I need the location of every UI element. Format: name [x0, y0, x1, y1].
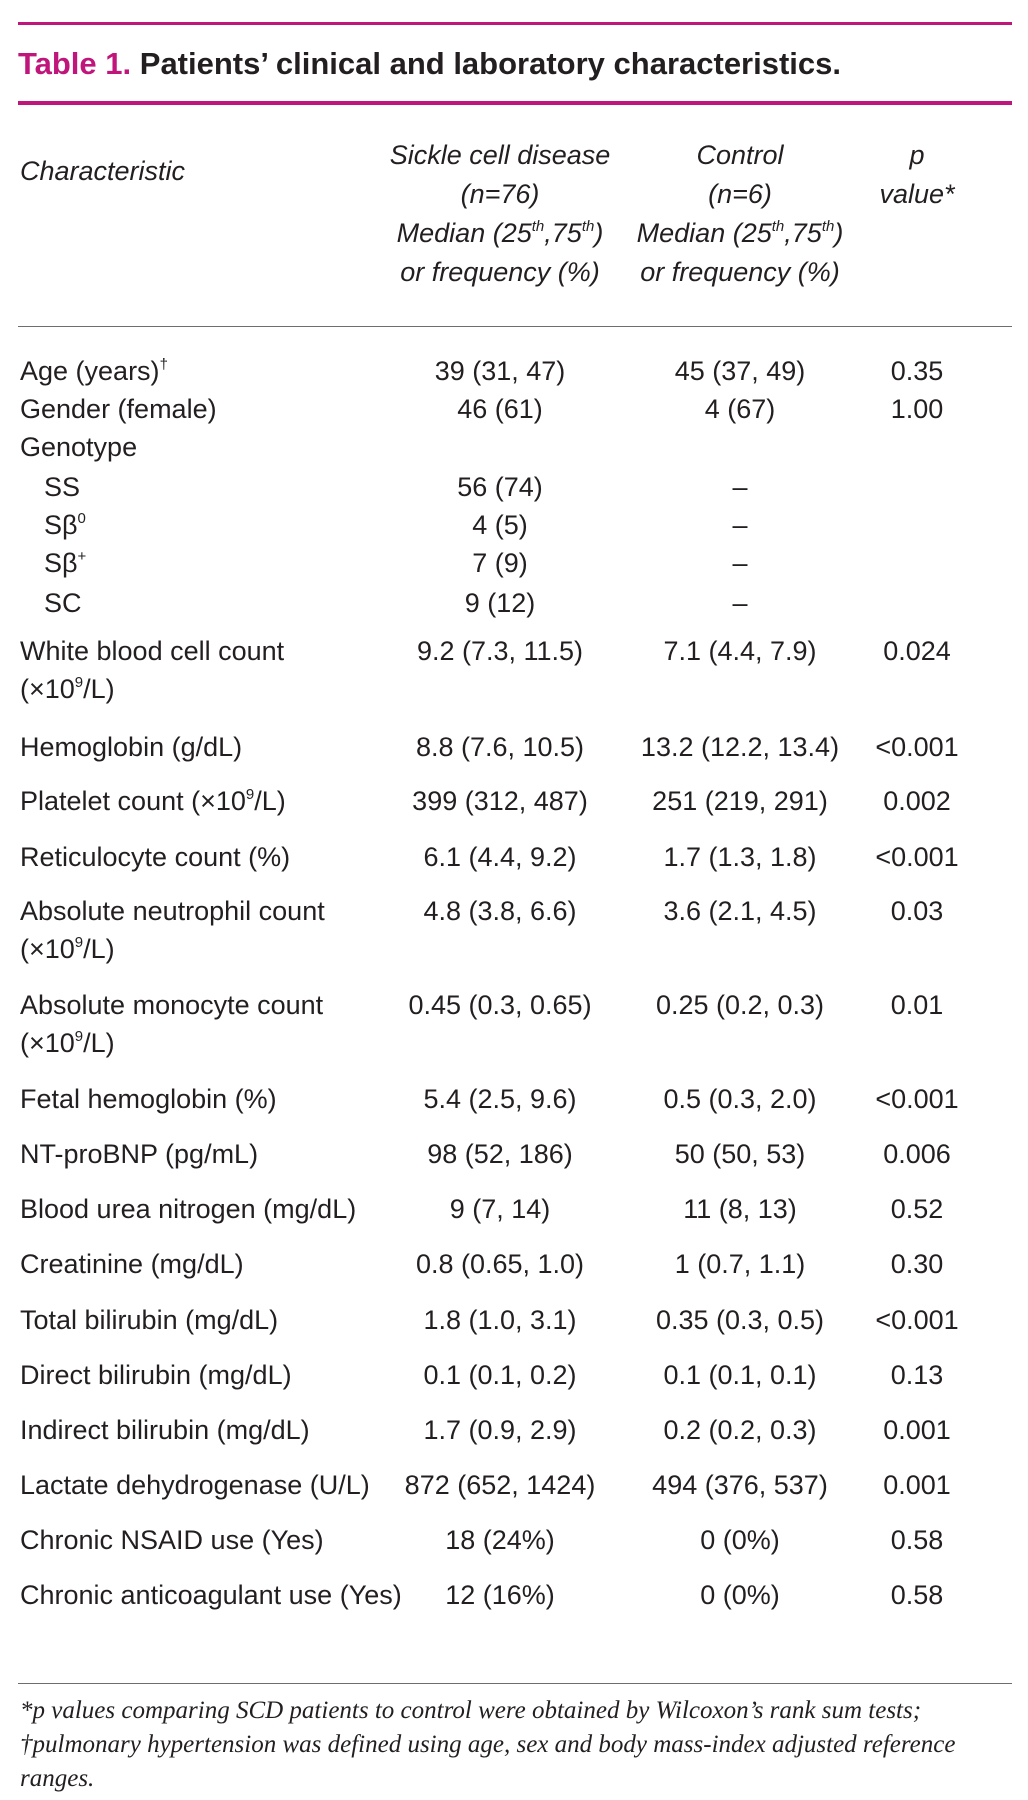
control-value: 0.5 (0.3, 2.0) — [663, 1084, 817, 1114]
control-value: 3.6 (2.1, 4.5) — [663, 896, 817, 926]
p-value: 0.002 — [883, 786, 951, 816]
row-label: Gender (female) — [20, 394, 217, 424]
title-bottom-rule — [18, 101, 1012, 105]
p-value: <0.001 — [875, 1305, 959, 1335]
row-label: Reticulocyte count (%) — [20, 842, 291, 872]
control-value: – — [732, 548, 748, 578]
scd-value: 872 (652, 1424) — [404, 1470, 596, 1500]
row-label: Absolute monocyte count (×109/L) — [20, 990, 324, 1058]
scd-value: 12 (16%) — [445, 1580, 555, 1610]
header-characteristic: Characteristic — [20, 156, 186, 186]
scd-value: 9.2 (7.3, 11.5) — [416, 636, 584, 666]
control-value: 50 (50, 53) — [674, 1139, 806, 1169]
control-value: – — [732, 510, 748, 540]
row-label: SC — [44, 588, 82, 618]
scd-value: 9 (12) — [464, 588, 536, 618]
control-value: 1 (0.7, 1.1) — [674, 1249, 806, 1279]
table-caption: Patients’ clinical and laboratory charac… — [139, 46, 842, 81]
header-control: Control (n=6) Median (25th,75th) or freq… — [612, 136, 868, 292]
row-label: Lactate dehydrogenase (U/L) — [20, 1470, 370, 1500]
row-label: Indirect bilirubin (mg/dL) — [20, 1415, 310, 1445]
row-label: Sβ+ — [44, 548, 87, 578]
row-label: White blood cell count (×109/L) — [20, 636, 285, 704]
p-value: <0.001 — [875, 732, 959, 762]
title-top-rule — [18, 22, 1012, 25]
header-control-median: Median (25th,75th) — [636, 218, 844, 248]
scd-value: 7 (9) — [472, 548, 528, 578]
header-scd-median: Median (25th,75th) — [396, 218, 604, 248]
p-value: 0.006 — [883, 1139, 951, 1169]
p-value: 0.58 — [890, 1580, 944, 1610]
control-value: 251 (219, 291) — [652, 786, 828, 816]
control-value: 494 (376, 537) — [652, 1470, 828, 1500]
row-label: Fetal hemoglobin (%) — [20, 1084, 277, 1114]
scd-value: 4.8 (3.8, 6.6) — [423, 896, 577, 926]
p-value: 0.024 — [883, 636, 951, 666]
scd-value: 8.8 (7.6, 10.5) — [415, 732, 585, 762]
control-value: 0 (0%) — [700, 1525, 780, 1555]
scd-value: 56 (74) — [457, 472, 543, 502]
scd-value: 9 (7, 14) — [449, 1194, 551, 1224]
row-label: Sβ0 — [44, 510, 86, 540]
row-label: Genotype — [20, 432, 138, 462]
row-label: Age (years)† — [20, 356, 168, 386]
p-value: <0.001 — [875, 842, 959, 872]
table-footnote: *p values comparing SCD patients to cont… — [20, 1697, 956, 1792]
control-value: 0.25 (0.2, 0.3) — [655, 990, 825, 1020]
scd-value: 98 (52, 186) — [427, 1139, 573, 1169]
p-value: 0.30 — [890, 1249, 944, 1279]
p-value: 0.35 — [890, 356, 944, 386]
scd-value: 5.4 (2.5, 9.6) — [423, 1084, 577, 1114]
scd-value: 4 (5) — [472, 510, 528, 540]
scd-value: 399 (312, 487) — [412, 786, 588, 816]
row-label: Creatinine (mg/dL) — [20, 1249, 244, 1279]
row-label: Hemoglobin (g/dL) — [20, 732, 243, 762]
row-label: Absolute neutrophil count (×109/L) — [20, 896, 325, 964]
row-label: Platelet count (×109/L) — [20, 786, 286, 816]
scd-value: 0.45 (0.3, 0.65) — [408, 990, 592, 1020]
footer-rule — [18, 1683, 1012, 1684]
scd-value: 18 (24%) — [445, 1525, 555, 1555]
p-value: <0.001 — [875, 1084, 959, 1114]
scd-value: 0.8 (0.65, 1.0) — [415, 1249, 585, 1279]
control-value: 4 (67) — [704, 394, 776, 424]
p-value: 0.13 — [890, 1360, 944, 1390]
row-label: NT-proBNP (pg/mL) — [20, 1139, 259, 1169]
control-value: 0.2 (0.2, 0.3) — [663, 1415, 817, 1445]
table-number: Table 1. — [18, 46, 132, 81]
p-value: 0.58 — [890, 1525, 944, 1555]
control-value: 1.7 (1.3, 1.8) — [663, 842, 817, 872]
control-value: 11 (8, 13) — [683, 1194, 797, 1224]
scd-value: 39 (31, 47) — [434, 356, 566, 386]
header-p-value: p value* — [879, 140, 955, 209]
control-value: 45 (37, 49) — [674, 356, 806, 386]
row-label: SS — [44, 472, 81, 502]
header-rule — [18, 326, 1012, 327]
control-value: – — [732, 588, 748, 618]
control-value: 13.2 (12.2, 13.4) — [640, 732, 840, 762]
control-value: 7.1 (4.4, 7.9) — [663, 636, 817, 666]
control-value: 0.1 (0.1, 0.1) — [663, 1360, 817, 1390]
scd-value: 0.1 (0.1, 0.2) — [423, 1360, 577, 1390]
row-label: Chronic NSAID use (Yes) — [20, 1525, 324, 1555]
control-value: 0.35 (0.3, 0.5) — [655, 1305, 825, 1335]
control-value: 0 (0%) — [700, 1580, 780, 1610]
header-scd: Sickle cell disease (n=76) Median (25th,… — [370, 136, 630, 292]
scd-value: 46 (61) — [457, 394, 543, 424]
p-value: 1.00 — [890, 394, 944, 424]
row-label: Chronic anticoagulant use (Yes) — [20, 1580, 402, 1610]
scd-value: 6.1 (4.4, 9.2) — [423, 842, 577, 872]
row-label: Direct bilirubin (mg/dL) — [20, 1360, 292, 1390]
table-title: Table 1. Patients’ clinical and laborato… — [18, 46, 841, 82]
p-value: 0.001 — [883, 1470, 951, 1500]
p-value: 0.01 — [890, 990, 944, 1020]
scd-value: 1.7 (0.9, 2.9) — [423, 1415, 577, 1445]
row-label: Blood urea nitrogen (mg/dL) — [20, 1194, 357, 1224]
p-value: 0.52 — [890, 1194, 944, 1224]
row-label: Total bilirubin (mg/dL) — [20, 1305, 279, 1335]
p-value: 0.001 — [883, 1415, 951, 1445]
scd-value: 1.8 (1.0, 3.1) — [423, 1305, 577, 1335]
p-value: 0.03 — [890, 896, 944, 926]
control-value: – — [732, 472, 748, 502]
